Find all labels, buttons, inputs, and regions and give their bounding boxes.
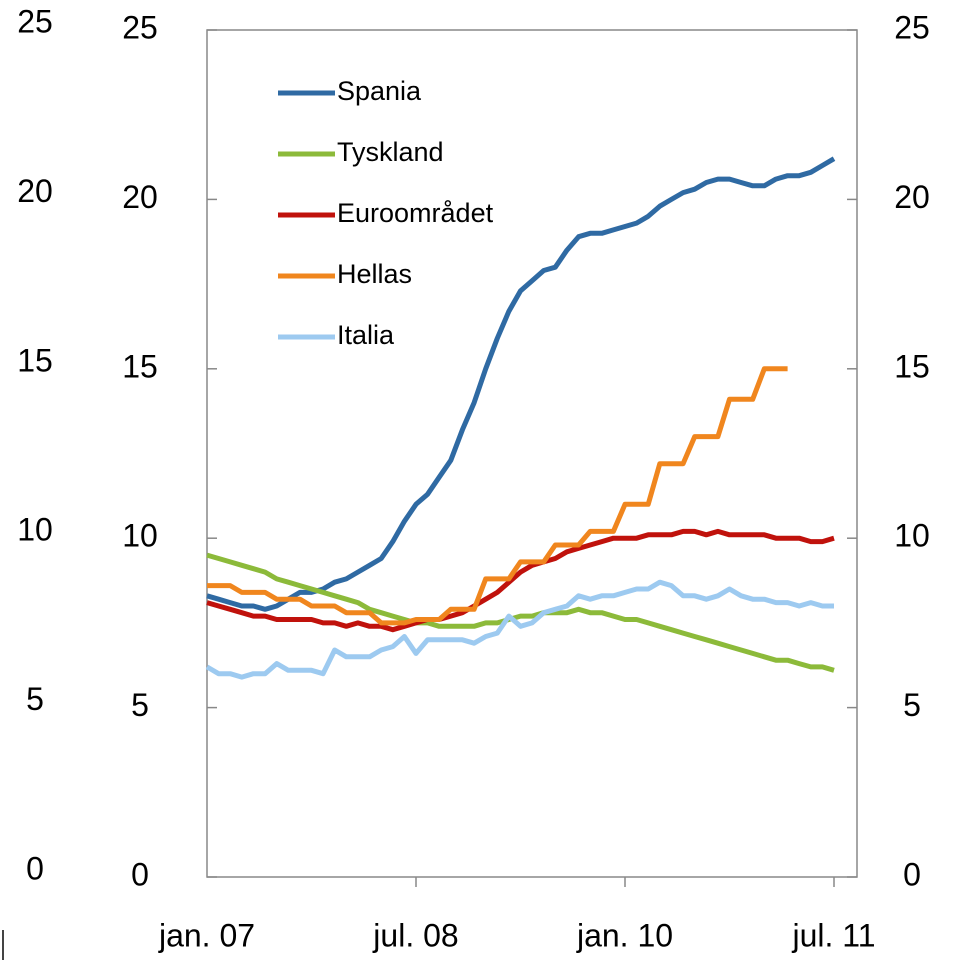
y2-tick-label: 10 (894, 518, 930, 554)
legend-label: Spania (337, 76, 422, 106)
series-line (206, 528, 835, 633)
x-tick-label: jul. 11 (791, 917, 875, 953)
series-line (207, 366, 788, 626)
y-tick-label: 10 (122, 518, 158, 554)
y-tick-label: 15 (122, 348, 158, 384)
x-tick-label: jan. 07 (158, 917, 255, 953)
x-tick-label: jul. 08 (372, 917, 458, 953)
series-line (206, 156, 836, 612)
plot-frame (206, 29, 858, 878)
series-line (206, 552, 835, 673)
x-tick-label: jan. 10 (576, 917, 673, 953)
legend-label: Hellas (337, 259, 412, 289)
outer-y-tick-label: 10 (17, 512, 53, 548)
outer-y-tick-label: 15 (17, 342, 53, 378)
outer-y-tick-label: 0 (26, 850, 44, 886)
y-tick-label: 20 (122, 179, 158, 215)
y2-tick-label: 0 (903, 856, 921, 892)
outer-y-tick-label: 20 (17, 173, 53, 209)
y-tick-label: 5 (131, 687, 149, 723)
outer-y-tick-label: 25 (17, 3, 53, 39)
series-line (205, 579, 834, 680)
y-tick-label: 0 (131, 856, 149, 892)
legend-label: Euroområdet (337, 198, 494, 228)
outer-y-tick-label: 5 (26, 681, 44, 717)
y2-tick-label: 15 (894, 348, 930, 384)
legend-label: Tyskland (337, 137, 444, 167)
y2-tick-label: 20 (894, 179, 930, 215)
y2-tick-label: 25 (894, 9, 930, 45)
legend-label: Italia (337, 320, 395, 350)
y2-tick-label: 5 (903, 687, 921, 723)
y-tick-label: 25 (122, 9, 158, 45)
